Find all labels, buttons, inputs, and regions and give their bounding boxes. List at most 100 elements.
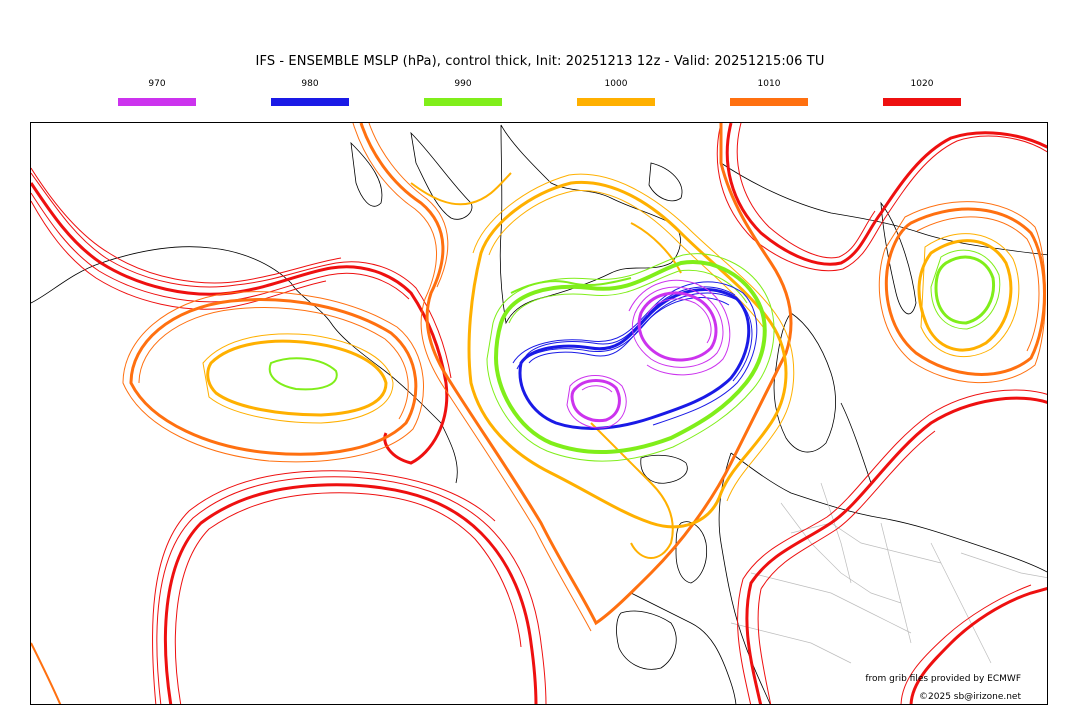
legend-item-980: 980 <box>271 78 349 106</box>
isobar-980 <box>512 281 758 426</box>
border-line <box>730 622 852 664</box>
legend-swatch <box>424 98 502 106</box>
legend-label: 990 <box>454 79 472 89</box>
isobar-970 <box>581 385 613 393</box>
source-credit: from grib files provided by ECMWF <box>865 674 1021 684</box>
border-line <box>750 572 912 634</box>
isobar-1010 <box>129 298 418 456</box>
isobar-1000 <box>467 180 788 529</box>
isobar-1000 <box>920 233 1020 358</box>
legend-swatch <box>577 98 655 106</box>
legend-item-1020: 1020 <box>883 78 961 106</box>
isobar-1000 <box>630 222 682 274</box>
isobars-980 <box>512 281 758 430</box>
isobar-1020 <box>725 123 1047 266</box>
copyright-credit: ©2025 sb@irizone.net <box>919 692 1021 702</box>
coastline-british-isles <box>675 521 708 584</box>
isobars-990 <box>268 249 1001 462</box>
border-line <box>780 502 902 604</box>
isobar-1010 <box>122 291 425 463</box>
isobar-970 <box>646 298 712 344</box>
legend-label: 980 <box>301 79 319 89</box>
isobar-1000 <box>917 239 1013 352</box>
isobars-1020 <box>31 123 1047 704</box>
isobar-1020 <box>716 123 1047 272</box>
country-borders <box>730 482 1047 664</box>
isobar-1010 <box>31 642 62 704</box>
legend-label: 1020 <box>910 79 934 89</box>
isobar-1020 <box>31 167 342 284</box>
isobar-980 <box>518 288 751 430</box>
coastline-north-america <box>31 246 458 484</box>
isobar-1010 <box>878 201 1046 383</box>
isobar-1000 <box>202 333 394 424</box>
isobar-1020 <box>31 192 410 303</box>
isobar-990 <box>930 249 1001 330</box>
isobar-1020 <box>909 586 1047 704</box>
isobar-1020 <box>745 396 1047 704</box>
coastline-arctic-islands <box>350 131 473 220</box>
contour-legend: 970 980 990 1000 1010 1020 <box>0 78 1080 114</box>
isobar-1010 <box>138 306 409 420</box>
isobar-990 <box>268 357 338 391</box>
isobar-970 <box>637 291 718 362</box>
isobars-1000 <box>202 172 1020 559</box>
border-line <box>880 522 912 644</box>
isobar-980 <box>528 297 730 364</box>
isobar-1020 <box>31 172 452 379</box>
isobar-1010 <box>359 123 793 626</box>
coastline-iceland <box>640 454 688 484</box>
legend-label: 1010 <box>757 79 781 89</box>
isobar-1020 <box>900 584 1032 704</box>
isobar-1020 <box>152 470 496 704</box>
isobars-970 <box>566 279 731 429</box>
legend-item-970: 970 <box>118 78 196 106</box>
isobar-1000 <box>472 173 795 502</box>
coastline-europe <box>630 452 1047 704</box>
mslp-map: from grib files provided by ECMWF ©2025 … <box>30 122 1048 705</box>
border-line <box>820 482 852 584</box>
coastline-baltic <box>840 402 872 484</box>
coastline-iberia <box>616 610 677 670</box>
isobar-1020 <box>757 430 936 704</box>
legend-label: 1000 <box>604 79 628 89</box>
coastline-scandinavia <box>773 312 836 453</box>
isobar-1010 <box>884 207 1046 376</box>
isobar-970 <box>570 379 621 423</box>
border-line <box>960 552 1047 578</box>
isobar-980 <box>516 292 753 382</box>
legend-label: 970 <box>148 79 166 89</box>
isobar-980 <box>524 286 736 358</box>
chart-title: IFS - ENSEMBLE MSLP (hPa), control thick… <box>255 54 825 69</box>
isobar-1000 <box>206 339 388 417</box>
border-line <box>930 542 992 664</box>
legend-swatch <box>883 98 961 106</box>
isobar-1020 <box>737 389 1047 704</box>
isobar-1020 <box>31 182 449 465</box>
isobar-1020 <box>736 123 876 259</box>
isobar-990 <box>510 277 632 294</box>
coastline-svalbard <box>648 162 683 202</box>
legend-swatch <box>118 98 196 106</box>
legend-swatch <box>730 98 808 106</box>
isobar-1010 <box>368 123 449 288</box>
isobar-990 <box>486 253 775 462</box>
legend-item-1010: 1010 <box>730 78 808 106</box>
isobar-1020 <box>156 476 547 704</box>
isobar-970 <box>566 375 627 429</box>
map-canvas <box>31 123 1047 704</box>
legend-item-1000: 1000 <box>577 78 655 106</box>
isobar-990 <box>493 260 767 455</box>
isobar-1000 <box>488 190 764 328</box>
isobar-1020 <box>163 483 538 704</box>
isobar-990 <box>508 269 748 324</box>
isobar-970 <box>628 279 731 376</box>
isobar-1000 <box>410 172 512 206</box>
isobar-1010 <box>352 123 592 632</box>
isobar-1020 <box>174 492 522 704</box>
isobars-1010 <box>31 123 1046 704</box>
isobar-1020 <box>31 200 327 310</box>
legend-item-990: 990 <box>424 78 502 106</box>
isobar-1010 <box>916 216 1040 352</box>
isobar-990 <box>934 255 996 325</box>
